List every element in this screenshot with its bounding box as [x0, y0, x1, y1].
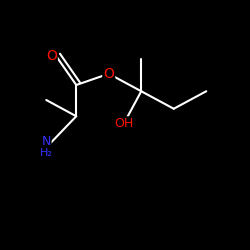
- Text: N: N: [42, 135, 51, 148]
- Text: OH: OH: [114, 117, 134, 130]
- Text: O: O: [103, 67, 114, 81]
- Text: H₂: H₂: [40, 148, 53, 158]
- Text: O: O: [46, 49, 57, 63]
